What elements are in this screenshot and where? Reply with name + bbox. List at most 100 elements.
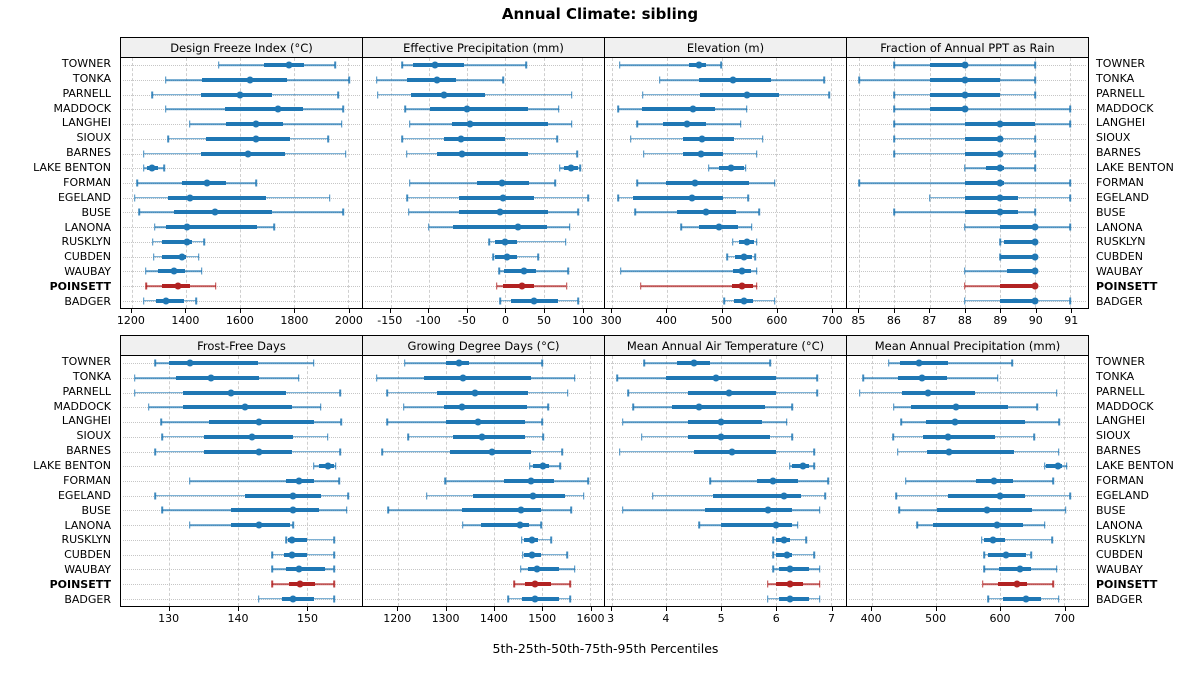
whisker-endcap — [1069, 120, 1072, 128]
interquartile-bar — [202, 78, 288, 83]
station-label: MADDOCK — [1096, 399, 1154, 413]
whisker-endcap — [726, 253, 728, 261]
whisker-endcap — [1069, 223, 1072, 231]
whisker-endcap — [616, 374, 618, 382]
station-label: LANONA — [1096, 220, 1143, 234]
whisker-endcap — [618, 61, 621, 69]
median-dot — [951, 418, 959, 426]
whisker-endcap — [621, 418, 624, 426]
whisker-endcap — [492, 253, 494, 261]
whisker-endcap — [621, 506, 624, 514]
whisker-endcap — [892, 433, 894, 441]
whisker-endcap — [408, 208, 410, 216]
whisker-endcap — [773, 297, 776, 305]
station-label: EGELAND — [57, 488, 111, 502]
whisker-endcap — [375, 76, 378, 84]
x-tickmark — [776, 309, 778, 313]
median-dot — [186, 359, 194, 367]
whisker-endcap — [498, 267, 500, 275]
median-dot — [961, 61, 969, 69]
median-dot — [1016, 565, 1024, 573]
interquartile-bar — [900, 361, 948, 366]
x-tick-label: 90 — [1028, 314, 1043, 327]
whisker-endcap — [905, 477, 907, 485]
whisker-endcap — [617, 194, 619, 202]
panel-strip: Design Freeze Index (°C) — [121, 38, 362, 58]
whisker-endcap — [731, 238, 734, 246]
median-dot — [528, 536, 536, 544]
row-gridline — [607, 466, 844, 468]
chart-title: Annual Climate: sibling — [501, 5, 699, 23]
whisker-endcap — [627, 389, 629, 397]
station-label: TOWNER — [1096, 354, 1146, 368]
whisker-endcap — [747, 194, 749, 202]
station-label: LANGHEI — [1096, 116, 1146, 130]
whisker-endcap — [401, 61, 403, 69]
whisker-endcap — [805, 536, 807, 544]
whisker-endcap — [766, 595, 769, 603]
median-dot — [715, 223, 723, 231]
interquartile-bar — [632, 195, 723, 200]
whisker-endcap — [542, 433, 544, 441]
station-label: EGELAND — [57, 190, 111, 204]
row-gridline — [123, 300, 360, 302]
x-tick-label: 91 — [1064, 314, 1079, 327]
whisker-endcap — [576, 150, 579, 158]
x-tick-label: 1300 — [431, 612, 460, 625]
whisker-endcap — [195, 297, 197, 305]
whisker-endcap — [1055, 389, 1058, 397]
median-dot — [295, 477, 303, 485]
whisker-endcap — [521, 551, 524, 559]
interquartile-bar — [901, 390, 976, 395]
whisker-endcap — [347, 492, 350, 500]
whisker-endcap — [680, 223, 682, 231]
whisker-endcap — [142, 150, 145, 158]
plot-area — [847, 356, 1088, 606]
panel: Growing Degree Days (°C) 1200 1300 1400 1500… — [362, 335, 605, 631]
whisker-endcap — [565, 282, 568, 290]
panel-box: Frost-Free Days — [120, 335, 363, 607]
percentile-whisker — [404, 362, 543, 365]
row-gridline — [849, 554, 1086, 556]
median-dot — [289, 595, 297, 603]
whisker-endcap — [632, 403, 635, 411]
whisker-endcap — [1034, 91, 1037, 99]
whisker-endcap — [255, 179, 258, 187]
row-gridline — [607, 598, 844, 600]
x-tick-label: 87 — [922, 314, 937, 327]
station-labels-left: TOWNER TONKA PARNELL MADDOCK LANGHEI SIOUX BAR… — [0, 335, 116, 607]
whisker-endcap — [297, 374, 300, 382]
whisker-endcap — [348, 76, 350, 84]
interquartile-bar — [201, 151, 285, 156]
x-tickmark — [542, 607, 544, 611]
median-dot — [915, 359, 923, 367]
row-gridline — [607, 539, 844, 541]
median-dot — [743, 238, 751, 246]
whisker-endcap — [333, 595, 336, 603]
median-dot — [539, 462, 547, 470]
whisker-endcap — [755, 238, 758, 246]
interquartile-bar — [700, 92, 780, 97]
whisker-endcap — [761, 135, 764, 143]
median-dot — [689, 105, 697, 113]
whisker-endcap — [338, 477, 341, 485]
station-labels-right: TOWNER TONKA PARNELL MADDOCK LANGHEI SIOUX BAR… — [1093, 335, 1200, 607]
row-gridline — [365, 539, 602, 541]
interquartile-bar — [704, 508, 793, 513]
whisker-endcap — [858, 389, 861, 397]
x-tick-label: 1400 — [171, 314, 200, 327]
whisker-endcap — [145, 282, 147, 290]
median-dot — [996, 179, 1004, 187]
percentile-whisker — [888, 362, 1012, 365]
median-dot — [531, 580, 539, 588]
x-tickmark — [832, 309, 834, 313]
station-label: FORMAN — [63, 473, 111, 487]
median-dot — [764, 506, 772, 514]
median-dot — [466, 120, 474, 128]
median-dot — [518, 282, 526, 290]
station-label: LANGHEI — [61, 116, 111, 130]
median-dot — [227, 389, 235, 397]
x-tickmark — [935, 607, 937, 611]
whisker-endcap — [408, 179, 411, 187]
